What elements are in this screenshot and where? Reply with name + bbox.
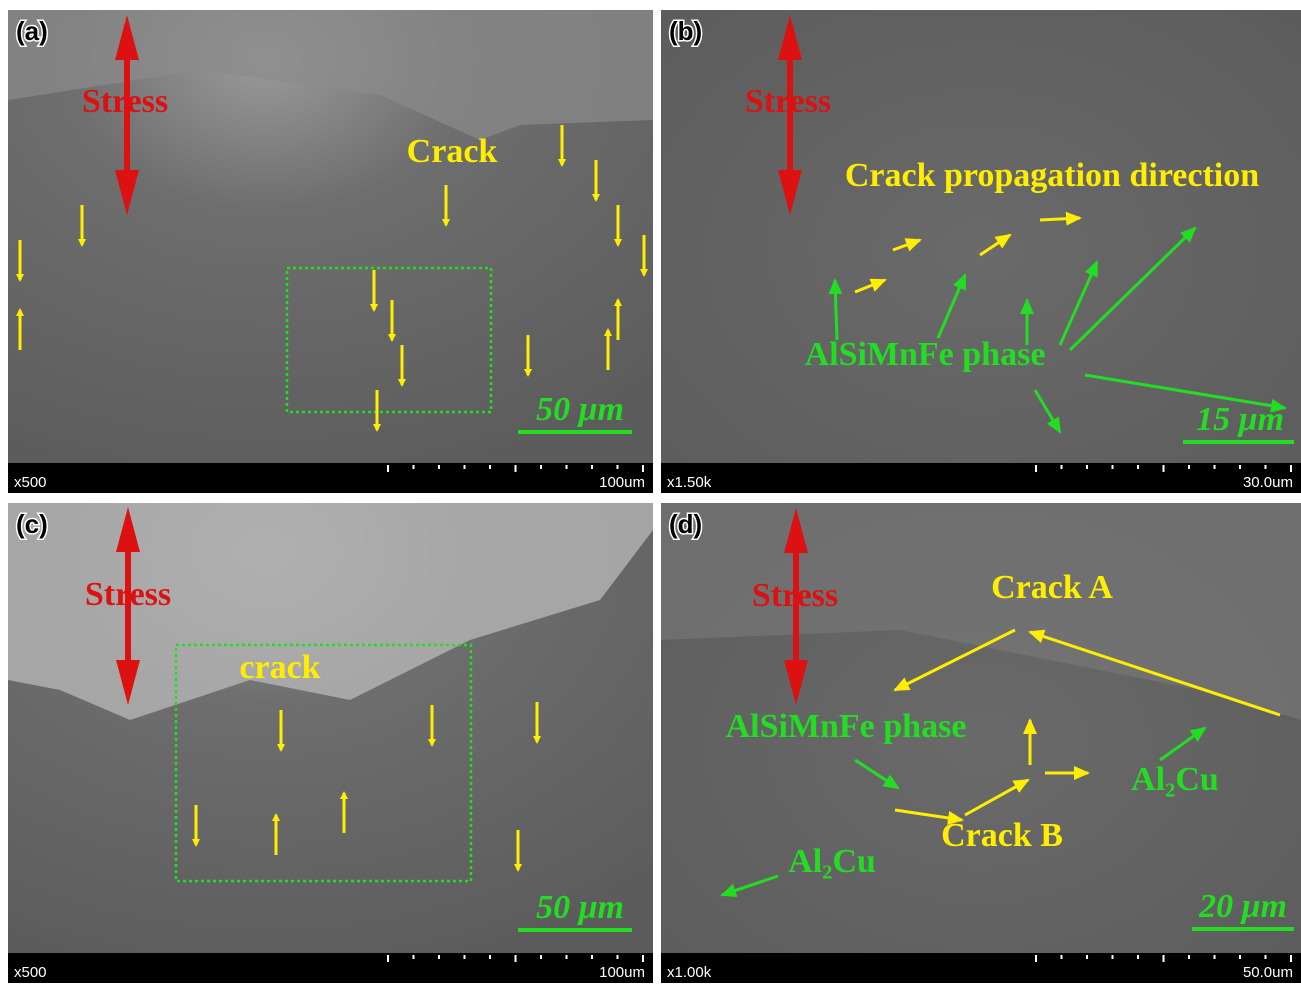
panel-label: (d)	[669, 509, 702, 539]
annotation: Stress	[752, 577, 838, 614]
pointer-arrow	[1040, 218, 1080, 220]
scale-bar-label: 50 μm	[536, 889, 624, 926]
field-width: 100um	[599, 474, 645, 491]
info-bar	[8, 463, 653, 493]
panels: x500 100um (a) 50 μm Stress Crack x1.50k 30.0um…	[8, 10, 1301, 983]
annotation: Crack propagation direction	[845, 157, 1259, 194]
panel-label: (a)	[16, 16, 48, 46]
annotation: AlSiMnFe phase	[805, 336, 1046, 373]
phase-arrow	[835, 280, 837, 340]
sem-panel: x1.00k 50.0um (d) 20 μm Stress Crack A AlSiMnF…	[661, 503, 1301, 983]
sem-panel: x500 100um (c) 50 μm Stress crack	[8, 503, 653, 983]
magnification: x500	[14, 964, 47, 981]
info-bar	[8, 953, 653, 983]
field-width: 30.0um	[1243, 474, 1293, 491]
field-width: 50.0um	[1243, 964, 1293, 981]
scale-bar-label: 50 μm	[536, 391, 624, 428]
annotation: Al₂Cu	[1131, 761, 1219, 798]
annotation: Stress	[85, 576, 171, 613]
field-width: 100um	[599, 964, 645, 981]
magnification: x1.00k	[667, 964, 712, 981]
annotation: AlSiMnFe phase	[726, 708, 967, 745]
info-bar	[661, 463, 1301, 493]
magnification: x500	[14, 474, 47, 491]
info-bar	[661, 953, 1301, 983]
annotation: crack	[239, 649, 320, 686]
annotation: Stress	[745, 83, 831, 120]
sem-panel: x500 100um (a) 50 μm Stress Crack	[8, 10, 653, 493]
annotation: Crack A	[991, 569, 1113, 606]
panel-label: (c)	[16, 509, 48, 539]
figure: x500 100um (a) 50 μm Stress Crack x1.50k 30.0um…	[0, 0, 1301, 985]
annotation: Crack	[407, 133, 498, 170]
scale-bar-label: 20 μm	[1198, 888, 1287, 925]
magnification: x1.50k	[667, 474, 712, 491]
annotation: Al₂Cu	[788, 843, 876, 880]
annotation: Crack B	[941, 817, 1063, 854]
panel-label: (b)	[669, 16, 702, 46]
annotation: Stress	[82, 83, 168, 120]
